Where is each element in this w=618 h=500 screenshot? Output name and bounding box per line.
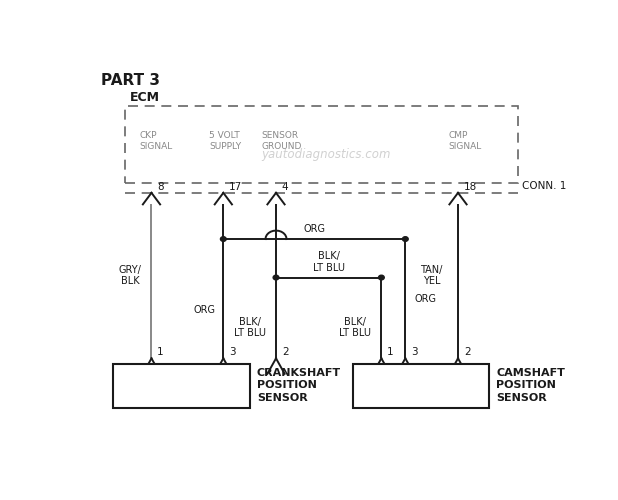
- Text: BLK/
LT BLU: BLK/ LT BLU: [234, 317, 266, 338]
- Text: BLK/
LT BLU: BLK/ LT BLU: [339, 317, 371, 338]
- Text: 2: 2: [464, 347, 470, 357]
- Text: yautodiagnostics.com: yautodiagnostics.com: [261, 148, 391, 161]
- Text: 1: 1: [157, 347, 164, 357]
- Text: ECM: ECM: [130, 92, 160, 104]
- Text: 17: 17: [229, 182, 242, 192]
- Circle shape: [221, 236, 226, 242]
- Text: ORG: ORG: [415, 294, 437, 304]
- Circle shape: [273, 275, 279, 280]
- Text: ORG: ORG: [193, 305, 215, 316]
- Circle shape: [378, 275, 384, 280]
- Text: TAN/
YEL: TAN/ YEL: [420, 265, 443, 286]
- Text: CAMSHAFT
POSITION
SENSOR: CAMSHAFT POSITION SENSOR: [496, 368, 565, 402]
- Text: 4: 4: [282, 182, 289, 192]
- Text: CMP
SIGNAL: CMP SIGNAL: [449, 131, 481, 151]
- Text: 18: 18: [464, 182, 477, 192]
- Text: CRANKSHAFT
POSITION
SENSOR: CRANKSHAFT POSITION SENSOR: [257, 368, 341, 402]
- Text: BLK/
LT BLU: BLK/ LT BLU: [313, 252, 345, 273]
- Text: 1: 1: [387, 347, 394, 357]
- Bar: [353, 364, 489, 408]
- Text: 2: 2: [282, 347, 289, 357]
- Text: ORG: ORG: [303, 224, 325, 234]
- Text: CKP
SIGNAL: CKP SIGNAL: [140, 131, 173, 151]
- Text: CONN. 1: CONN. 1: [522, 182, 566, 192]
- Text: 5 VOLT
SUPPLY: 5 VOLT SUPPLY: [209, 131, 241, 151]
- Text: PART 3: PART 3: [101, 74, 160, 88]
- Text: SENSOR
GROUND: SENSOR GROUND: [261, 131, 302, 151]
- Text: 3: 3: [229, 347, 235, 357]
- Text: 8: 8: [157, 182, 164, 192]
- Text: GRY/
BLK: GRY/ BLK: [119, 265, 142, 286]
- Bar: [113, 364, 250, 408]
- Text: 3: 3: [411, 347, 418, 357]
- Circle shape: [402, 236, 408, 242]
